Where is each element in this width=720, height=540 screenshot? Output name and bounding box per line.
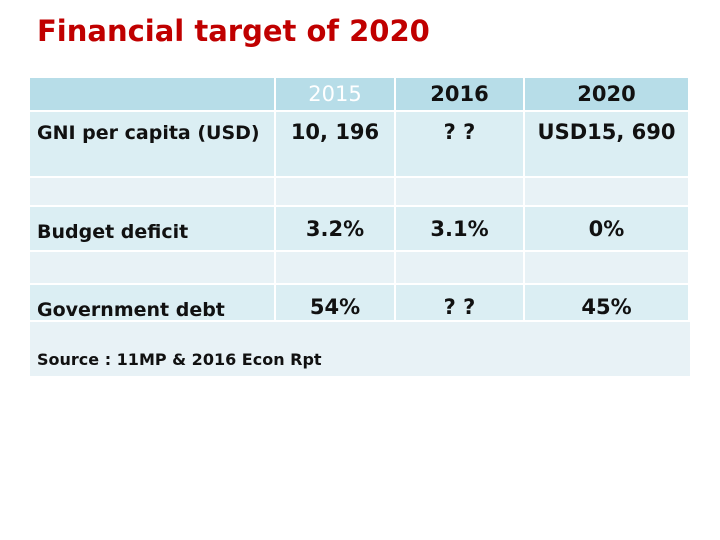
header-cell: 2020 — [525, 78, 690, 112]
table-cell: ? ? — [396, 285, 525, 322]
table-cell: 54% — [276, 285, 396, 322]
table-cell: USD15, 690 — [525, 112, 690, 178]
spacer-cell — [276, 178, 396, 207]
spacer-cell — [525, 178, 690, 207]
header-cell: 2015 — [276, 78, 396, 112]
table-cell: 3.1% — [396, 207, 525, 252]
table-cell: 0% — [525, 207, 690, 252]
spacer-cell — [525, 252, 690, 285]
table-cell: 45% — [525, 285, 690, 322]
source-row: Source : 11MP & 2016 Econ Rpt — [30, 322, 690, 378]
spacer-cell — [276, 252, 396, 285]
row-label: Budget deficit — [30, 207, 276, 252]
spacer-cell — [30, 178, 276, 207]
table-cell: 10, 196 — [276, 112, 396, 178]
table-cell: 3.2% — [276, 207, 396, 252]
header-cell — [30, 78, 276, 112]
spacer-cell — [30, 252, 276, 285]
row-label: GNI per capita (USD) — [30, 112, 276, 178]
slide-title: Financial target of 2020 — [37, 14, 430, 48]
table-cell: ? ? — [396, 112, 525, 178]
spacer-cell — [396, 252, 525, 285]
spacer-cell — [396, 178, 525, 207]
row-label: Government debt — [30, 285, 276, 322]
header-cell: 2016 — [396, 78, 525, 112]
